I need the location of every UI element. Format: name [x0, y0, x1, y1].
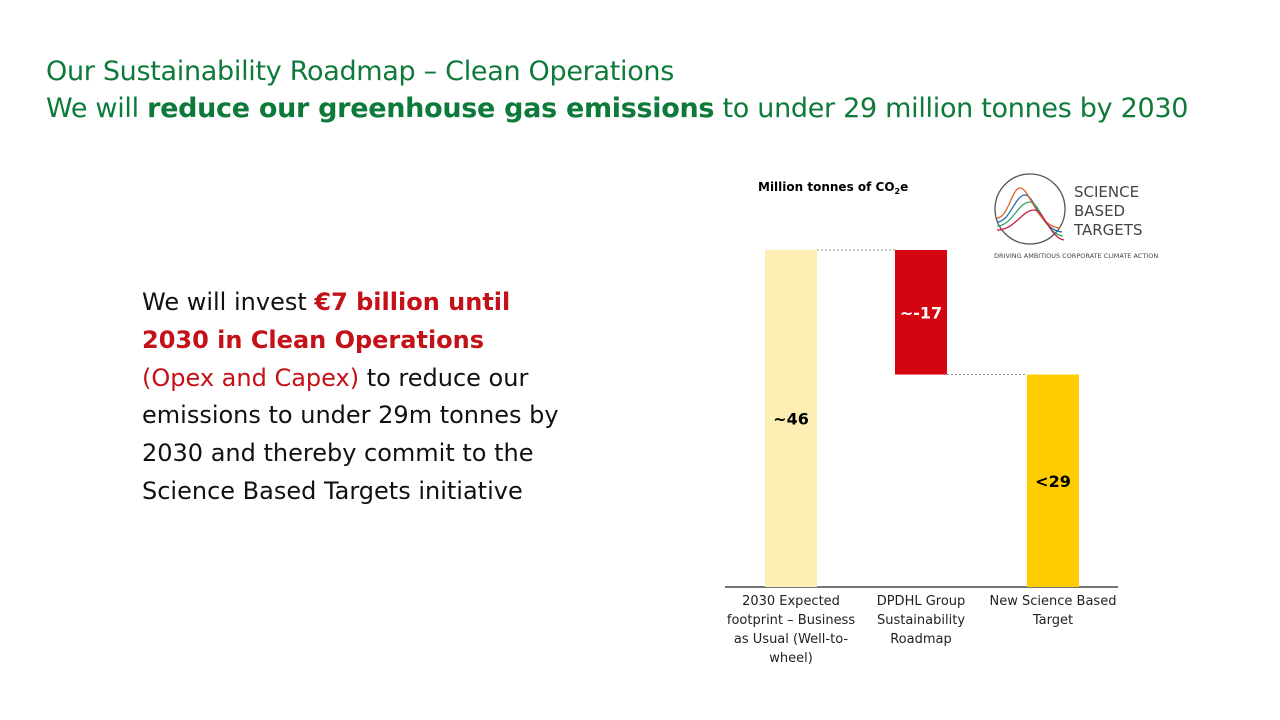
logo-curve	[996, 201, 1064, 237]
text: e	[900, 180, 908, 194]
text: to reduce our emissions to under 29m ton…	[142, 363, 559, 505]
logo-tagline: DRIVING AMBITIOUS CORPORATE CLIMATE ACTI…	[994, 252, 1158, 260]
bar	[1027, 374, 1079, 587]
bar	[895, 250, 947, 375]
value-label: <29	[1035, 472, 1071, 491]
bar	[765, 250, 817, 587]
text: Million tonnes of CO	[758, 180, 895, 194]
logo-text: TARGETS	[1073, 221, 1142, 239]
title: Our Sustainability Roadmap – Clean Opera…	[46, 56, 674, 87]
text: We will	[46, 93, 148, 124]
text: to under 29 million tonnes by 2030	[714, 93, 1189, 124]
category-label: DPDHL Group Sustainability Roadmap	[876, 594, 966, 647]
logo-curve	[996, 209, 1065, 241]
logo-ring	[994, 173, 1066, 245]
unit-label: Million tonnes of CO2e	[758, 180, 908, 196]
category-label: New Science Based Target	[989, 594, 1117, 628]
category-label: 2030 Expected footprint – Business as Us…	[726, 594, 856, 666]
subtitle: We will reduce our greenhouse gas emissi…	[46, 93, 1188, 124]
value-label: ~46	[773, 410, 809, 429]
text-bold: €7 billion until 2030 in Clean Operation…	[142, 288, 511, 354]
text: We will invest	[142, 288, 315, 316]
text-bold: reduce our greenhouse gas emissions	[147, 93, 715, 124]
text: (Opex and Capex)	[142, 363, 360, 392]
logo	[994, 173, 1066, 245]
value-label: ~-17	[900, 303, 942, 322]
logo-text: BASED	[1074, 202, 1125, 220]
body-text: We will invest €7 billion until 2030 in …	[142, 284, 562, 511]
logo-text: SCIENCE	[1074, 183, 1139, 201]
text: 2	[895, 187, 901, 196]
